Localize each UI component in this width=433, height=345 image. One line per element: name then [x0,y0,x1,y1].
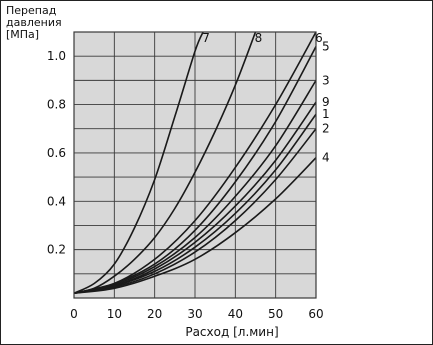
x-tick-label: 30 [187,307,202,321]
series-label-1: 1 [322,107,330,121]
series-labels: 7 8 65 3 912 4 [202,31,329,165]
series-label-6: 6 [315,31,323,45]
series-label-7: 7 [202,31,210,45]
series-line-5 [74,46,316,294]
y-axis-label-line: [МПа] [6,28,39,41]
y-axis-label-line: Перепад [6,4,57,17]
series-line-7 [74,32,204,294]
series-label-3: 3 [322,73,330,87]
grid-lines [74,32,316,298]
y-tick-label: 1.0 [47,49,66,63]
series-label-8: 8 [255,31,263,45]
y-tick-label: 0.2 [47,243,66,257]
x-tick-label: 60 [308,307,323,321]
series-label-9: 9 [322,95,330,109]
y-tick-label: 0.6 [47,146,66,160]
y-tick-label: 0.4 [47,194,66,208]
series-line-4 [74,157,316,294]
series-line-3 [74,79,316,294]
series-label-2: 2 [322,122,330,136]
series-line-2 [74,128,316,294]
x-tick-label: 20 [147,307,162,321]
series-label-5: 5 [322,40,330,54]
x-tick-label: 10 [107,307,122,321]
plot-border [73,31,317,299]
x-tick-label: 0 [70,307,78,321]
y-tick-label: 0.8 [47,98,66,112]
series-lines [74,32,316,294]
tick-labels: 0 10 20 30 40 50 60 0.2 0.4 0.6 0.8 1.0 [47,49,324,321]
x-tick-label: 50 [268,307,283,321]
x-axis-label: Расход [л.мин] [185,325,278,339]
y-axis-label-line: давления [6,16,62,29]
series-line-1 [74,113,316,294]
series-label-4: 4 [322,151,330,165]
x-tick-label: 40 [228,307,243,321]
series-line-8 [74,32,257,294]
